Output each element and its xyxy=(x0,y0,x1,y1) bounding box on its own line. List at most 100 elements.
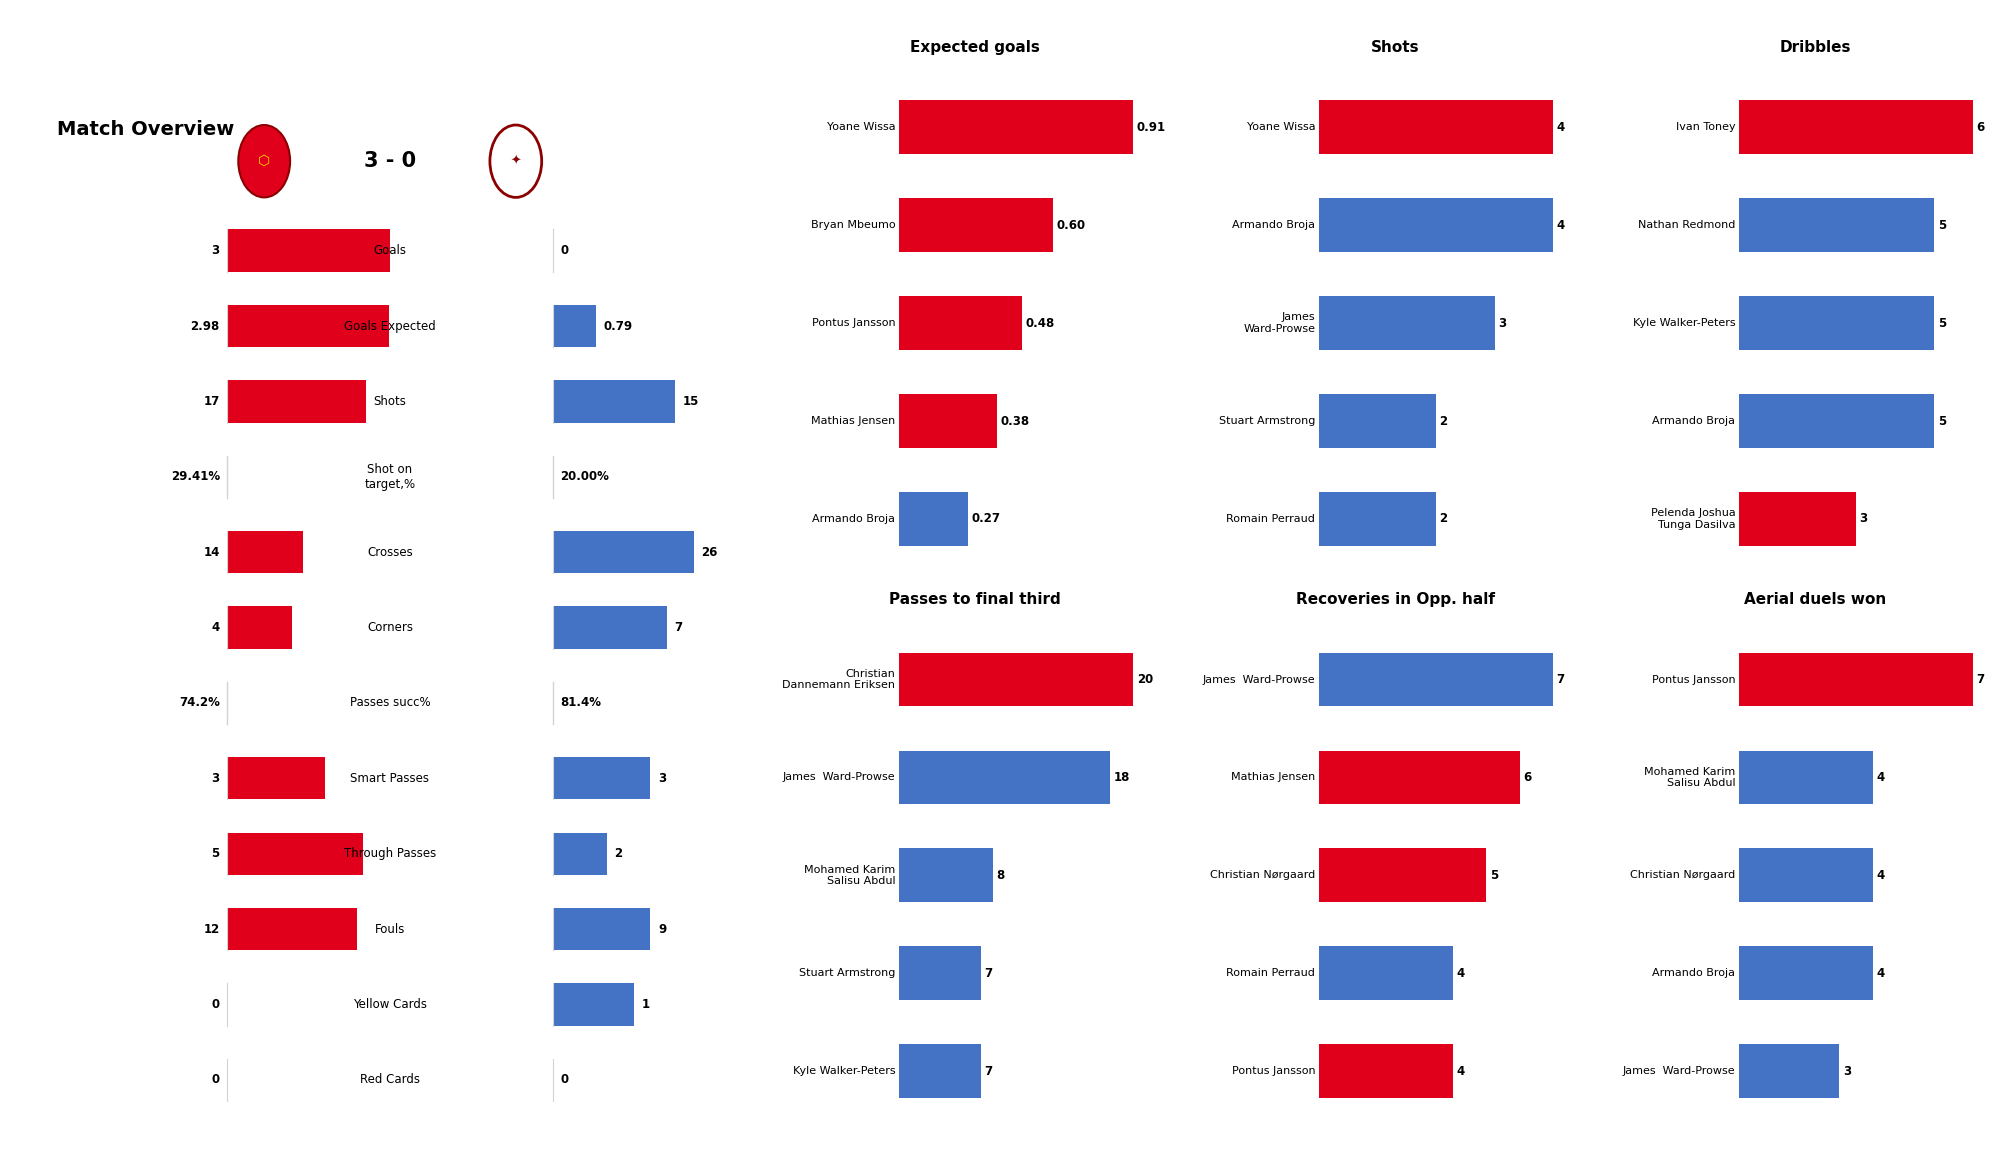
Text: 5: 5 xyxy=(1938,219,1946,231)
Text: 3: 3 xyxy=(1860,512,1868,525)
Title: Passes to final third: Passes to final third xyxy=(890,592,1060,607)
Text: 0.48: 0.48 xyxy=(1026,316,1056,330)
Text: 0.79: 0.79 xyxy=(604,320,632,333)
Text: Kyle Walker-Peters: Kyle Walker-Peters xyxy=(792,1066,896,1076)
Text: 3: 3 xyxy=(658,772,666,785)
Bar xyxy=(1318,751,1520,805)
Text: Mohamed Karim
Salisu Abdul: Mohamed Karim Salisu Abdul xyxy=(1644,766,1736,788)
Text: Through Passes: Through Passes xyxy=(344,847,436,860)
FancyBboxPatch shape xyxy=(228,606,292,649)
Text: Red Cards: Red Cards xyxy=(360,1074,420,1087)
Text: Goals: Goals xyxy=(374,244,406,257)
Text: Armando Broja: Armando Broja xyxy=(1652,416,1736,427)
Bar xyxy=(1318,652,1554,706)
Text: Yoane Wissa: Yoane Wissa xyxy=(1246,122,1316,133)
Text: 4: 4 xyxy=(1876,771,1884,784)
FancyBboxPatch shape xyxy=(228,381,366,423)
Text: James  Ward-Prowse: James Ward-Prowse xyxy=(782,772,896,783)
Text: 7: 7 xyxy=(674,622,682,634)
Text: Mathias Jensen: Mathias Jensen xyxy=(1232,772,1316,783)
Text: Christian
Dannemann Eriksen: Christian Dannemann Eriksen xyxy=(782,669,896,691)
Bar xyxy=(898,199,1054,253)
FancyBboxPatch shape xyxy=(552,304,596,347)
Text: 1: 1 xyxy=(642,998,650,1010)
Text: 26: 26 xyxy=(702,545,718,558)
Title: Expected goals: Expected goals xyxy=(910,40,1040,55)
Bar xyxy=(1318,848,1486,902)
Circle shape xyxy=(490,125,542,197)
Text: 3: 3 xyxy=(1842,1065,1850,1077)
Text: 4: 4 xyxy=(1456,967,1464,980)
Bar xyxy=(1318,100,1554,154)
Bar xyxy=(898,848,992,902)
Text: 4: 4 xyxy=(1876,967,1884,980)
FancyBboxPatch shape xyxy=(228,229,390,271)
Text: Christian Nørgaard: Christian Nørgaard xyxy=(1210,871,1316,880)
Bar xyxy=(898,1045,980,1099)
Bar xyxy=(898,492,968,546)
Text: Match Overview: Match Overview xyxy=(56,120,234,139)
Title: Shots: Shots xyxy=(1370,40,1420,55)
Text: 20.00%: 20.00% xyxy=(560,470,610,483)
Bar xyxy=(1318,199,1554,253)
FancyBboxPatch shape xyxy=(552,757,650,799)
Text: 0: 0 xyxy=(212,1074,220,1087)
Text: ✦: ✦ xyxy=(510,155,522,168)
Text: James  Ward-Prowse: James Ward-Prowse xyxy=(1202,674,1316,685)
Text: 7: 7 xyxy=(984,967,992,980)
Bar xyxy=(1318,296,1494,350)
Text: Romain Perraud: Romain Perraud xyxy=(1226,513,1316,524)
Text: 3: 3 xyxy=(212,772,220,785)
Text: Armando Broja: Armando Broja xyxy=(1652,968,1736,979)
Bar xyxy=(898,751,1110,805)
Text: 17: 17 xyxy=(204,395,220,408)
Text: 81.4%: 81.4% xyxy=(560,697,602,710)
Text: 4: 4 xyxy=(1556,219,1564,231)
Text: 0.27: 0.27 xyxy=(972,512,1000,525)
Bar xyxy=(1738,492,1856,546)
Text: Armando Broja: Armando Broja xyxy=(812,513,896,524)
Text: Mathias Jensen: Mathias Jensen xyxy=(812,416,896,427)
Bar xyxy=(898,394,996,448)
Text: 5: 5 xyxy=(212,847,220,860)
Text: 0.91: 0.91 xyxy=(1136,121,1166,134)
Text: 8: 8 xyxy=(996,868,1004,882)
Text: Stuart Armstrong: Stuart Armstrong xyxy=(798,968,896,979)
Text: 18: 18 xyxy=(1114,771,1130,784)
Bar xyxy=(1738,751,1872,805)
Text: 20: 20 xyxy=(1136,673,1152,686)
Text: 2: 2 xyxy=(1440,512,1448,525)
Text: 7: 7 xyxy=(1556,673,1564,686)
Bar xyxy=(1738,100,1974,154)
Text: Yoane Wissa: Yoane Wissa xyxy=(826,122,896,133)
Bar xyxy=(898,296,1022,350)
Circle shape xyxy=(238,125,290,197)
Bar xyxy=(1738,652,1974,706)
Text: James  Ward-Prowse: James Ward-Prowse xyxy=(1622,1066,1736,1076)
FancyBboxPatch shape xyxy=(228,757,324,799)
Text: 9: 9 xyxy=(658,922,666,935)
Text: 4: 4 xyxy=(212,622,220,634)
Text: 5: 5 xyxy=(1938,316,1946,330)
Text: Goals Expected: Goals Expected xyxy=(344,320,436,333)
Text: Pontus Jansson: Pontus Jansson xyxy=(1652,674,1736,685)
Text: 29.41%: 29.41% xyxy=(170,470,220,483)
FancyBboxPatch shape xyxy=(228,833,362,875)
Text: 5: 5 xyxy=(1490,868,1498,882)
Bar xyxy=(898,100,1134,154)
FancyBboxPatch shape xyxy=(552,983,634,1026)
Text: Kyle Walker-Peters: Kyle Walker-Peters xyxy=(1632,318,1736,328)
Text: 0: 0 xyxy=(212,998,220,1010)
Text: 4: 4 xyxy=(1876,868,1884,882)
Bar xyxy=(1318,946,1452,1000)
FancyBboxPatch shape xyxy=(552,531,694,573)
Text: 6: 6 xyxy=(1976,121,1984,134)
Bar xyxy=(1738,946,1872,1000)
Text: James
Ward-Prowse: James Ward-Prowse xyxy=(1244,313,1316,334)
Text: Yellow Cards: Yellow Cards xyxy=(352,998,428,1010)
Bar xyxy=(1318,1045,1452,1099)
Bar xyxy=(1318,492,1436,546)
Bar xyxy=(1318,394,1436,448)
Text: 12: 12 xyxy=(204,922,220,935)
Text: 3: 3 xyxy=(1498,316,1506,330)
